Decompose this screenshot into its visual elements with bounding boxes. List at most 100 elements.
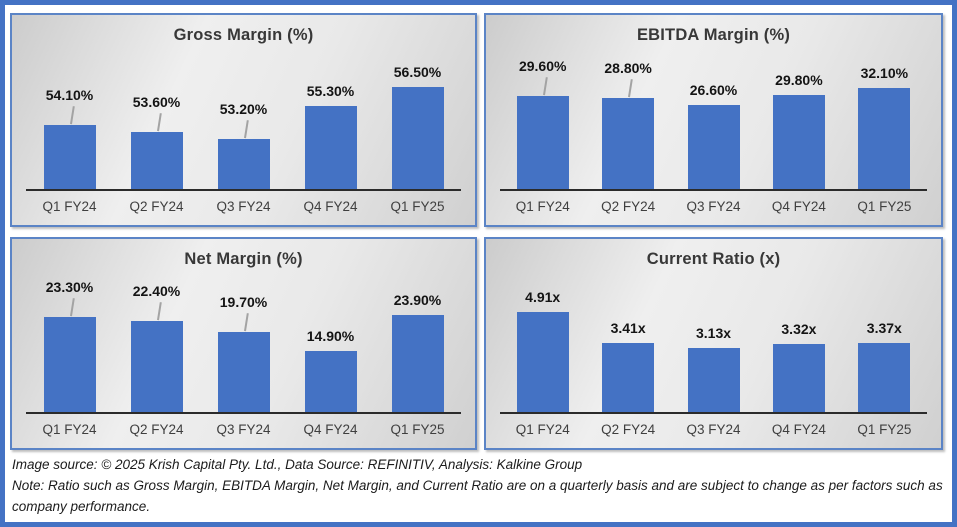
chart-title-net-margin: Net Margin (%) bbox=[184, 250, 303, 268]
chart-title-current-ratio: Current Ratio (x) bbox=[646, 250, 781, 268]
category-label: Q3 FY24 bbox=[686, 199, 741, 214]
bar-slot: 4.91x bbox=[500, 289, 585, 412]
x-axis-labels-current-ratio: Q1 FY24 Q2 FY24 Q3 FY24 Q4 FY24 Q1 FY25 bbox=[500, 422, 927, 437]
category-label: Q1 FY24 bbox=[515, 199, 570, 214]
bar bbox=[43, 317, 96, 412]
category-label: Q4 FY24 bbox=[303, 199, 358, 214]
plot-area-net-margin: 23.30% 22.40% 19.70% 14.90% 23.90% bbox=[26, 279, 461, 414]
bar-slot: 26.60% bbox=[671, 81, 756, 189]
category-label: Q2 FY24 bbox=[601, 199, 656, 214]
chart-title-ebitda-margin: EBITDA Margin (%) bbox=[636, 26, 791, 44]
category-label: Q3 FY24 bbox=[216, 422, 271, 437]
bar-value-label: 55.30% bbox=[306, 83, 355, 99]
x-axis-labels-gross-margin: Q1 FY24 Q2 FY24 Q3 FY24 Q4 FY24 Q1 FY25 bbox=[26, 199, 461, 214]
bar-value-label: 29.60% bbox=[518, 58, 567, 74]
bar bbox=[130, 132, 183, 189]
category-label: Q4 FY24 bbox=[771, 422, 826, 437]
bar bbox=[602, 343, 655, 412]
leader-line bbox=[69, 298, 74, 317]
leader-line bbox=[156, 113, 161, 132]
chart-panel-current-ratio: Current Ratio (x) 4.91x 3.41x 3.13x 3.32x 3.… bbox=[484, 237, 943, 450]
bar-slot: 3.13x bbox=[671, 304, 756, 412]
leader-line bbox=[69, 106, 74, 125]
bar bbox=[858, 343, 911, 412]
bar-slot: 14.90% bbox=[287, 304, 374, 412]
category-label: Q1 FY25 bbox=[390, 422, 445, 437]
footer-note-line: Note: Ratio such as Gross Margin, EBITDA… bbox=[12, 478, 943, 514]
bar bbox=[391, 87, 444, 189]
bar bbox=[130, 321, 183, 412]
plot-area-current-ratio: 4.91x 3.41x 3.13x 3.32x 3.37x bbox=[500, 289, 927, 414]
bar-value-label: 32.10% bbox=[860, 65, 909, 81]
category-label: Q2 FY24 bbox=[601, 422, 656, 437]
bar-value-label: 53.20% bbox=[219, 101, 268, 117]
category-label: Q1 FY25 bbox=[857, 422, 912, 437]
bar-value-label: 3.37x bbox=[866, 320, 902, 336]
charts-grid: Gross Margin (%) 54.10% 53.60% 53.20% 55.30… bbox=[10, 13, 952, 450]
category-label: Q4 FY24 bbox=[771, 199, 826, 214]
bar bbox=[602, 98, 655, 189]
bar-slot: 28.80% bbox=[585, 60, 670, 189]
category-label: Q3 FY24 bbox=[686, 422, 741, 437]
category-label: Q3 FY24 bbox=[216, 199, 271, 214]
bar-slot: 53.60% bbox=[113, 81, 200, 189]
bar-value-label: 26.60% bbox=[689, 82, 738, 98]
bar-value-label: 3.41x bbox=[610, 320, 646, 336]
bar bbox=[772, 95, 825, 189]
bar-value-label: 29.80% bbox=[775, 72, 823, 88]
bar-value-label: 3.13x bbox=[695, 325, 732, 341]
bar-slot: 23.90% bbox=[374, 292, 461, 412]
bar-value-label: 19.70% bbox=[219, 294, 268, 310]
bar-value-label: 22.40% bbox=[132, 283, 181, 299]
x-axis-labels-net-margin: Q1 FY24 Q2 FY24 Q3 FY24 Q4 FY24 Q1 FY25 bbox=[26, 422, 461, 437]
bar-slot: 3.32x bbox=[756, 304, 841, 412]
bar-value-label: 56.50% bbox=[393, 64, 442, 80]
bar-value-label: 14.90% bbox=[306, 328, 355, 344]
bar-slot: 32.10% bbox=[842, 65, 927, 189]
category-label: Q1 FY24 bbox=[42, 199, 97, 214]
bar bbox=[391, 315, 444, 412]
chart-title-gross-margin: Gross Margin (%) bbox=[173, 26, 314, 44]
bar-value-label: 4.91x bbox=[525, 289, 561, 305]
bar-slot: 55.30% bbox=[287, 81, 374, 189]
bar bbox=[772, 344, 825, 412]
bar bbox=[43, 125, 96, 189]
bar bbox=[858, 88, 911, 189]
chart-panel-gross-margin: Gross Margin (%) 54.10% 53.60% 53.20% 55.30… bbox=[10, 13, 477, 227]
bar bbox=[516, 312, 569, 412]
bar bbox=[687, 348, 740, 412]
footer-source-line: Image source: © 2025 Krish Capital Pty. … bbox=[12, 457, 583, 472]
bar bbox=[304, 106, 357, 189]
bar-slot: 29.60% bbox=[500, 58, 585, 189]
plot-area-gross-margin: 54.10% 53.60% 53.20% 55.30% 56.50% bbox=[26, 64, 461, 191]
category-label: Q1 FY24 bbox=[42, 422, 97, 437]
plot-area-ebitda-margin: 29.60% 28.80% 26.60% 29.80% 32.10% bbox=[500, 58, 927, 191]
category-label: Q4 FY24 bbox=[303, 422, 358, 437]
leader-line bbox=[628, 79, 633, 98]
bar-value-label: 53.60% bbox=[132, 94, 181, 110]
bar bbox=[217, 139, 270, 189]
bar-value-label: 28.80% bbox=[604, 60, 652, 76]
bar-slot: 23.30% bbox=[26, 279, 113, 412]
category-label: Q1 FY24 bbox=[515, 422, 570, 437]
bar-value-label: 3.32x bbox=[781, 321, 817, 337]
bar-slot: 22.40% bbox=[113, 283, 200, 412]
bar bbox=[687, 105, 740, 189]
bar-slot: 3.41x bbox=[585, 304, 670, 412]
category-label: Q2 FY24 bbox=[129, 422, 184, 437]
footer-notes: Image source: © 2025 Krish Capital Pty. … bbox=[12, 454, 945, 517]
bar-value-label: 23.30% bbox=[45, 279, 94, 295]
leader-line bbox=[243, 313, 248, 332]
bar-value-label: 23.90% bbox=[393, 292, 442, 308]
bar-slot: 29.80% bbox=[756, 72, 841, 189]
leader-line bbox=[156, 302, 161, 321]
bar bbox=[217, 332, 270, 412]
bar-slot: 3.37x bbox=[842, 304, 927, 412]
bar-value-label: 54.10% bbox=[45, 87, 94, 103]
category-label: Q1 FY25 bbox=[857, 199, 912, 214]
leader-line bbox=[542, 77, 548, 96]
bar-slot: 54.10% bbox=[26, 81, 113, 189]
category-label: Q1 FY25 bbox=[390, 199, 445, 214]
category-label: Q2 FY24 bbox=[129, 199, 184, 214]
